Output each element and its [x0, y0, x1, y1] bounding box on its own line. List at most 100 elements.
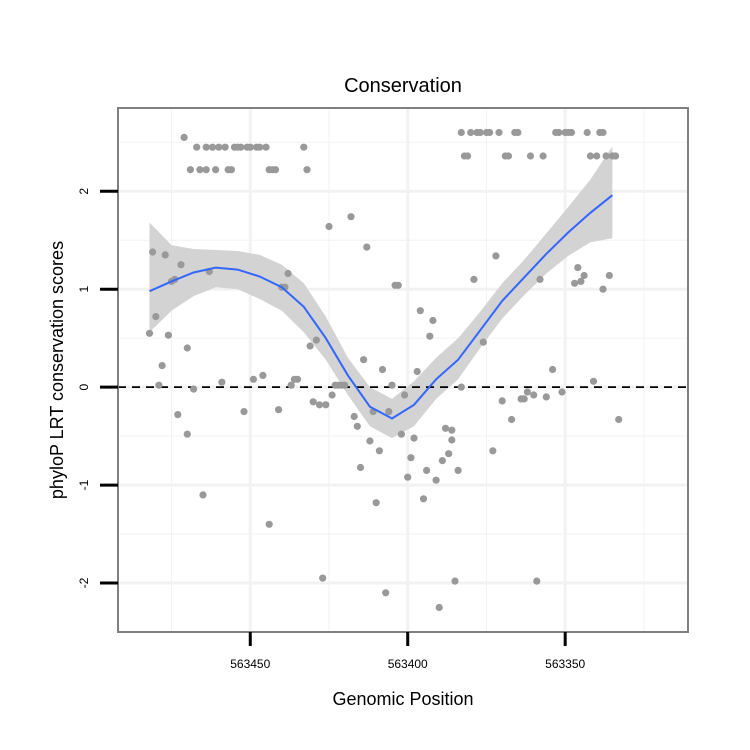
data-point	[356, 463, 365, 472]
data-point	[589, 377, 598, 385]
data-point	[413, 367, 421, 376]
data-point	[599, 128, 607, 137]
data-point	[533, 577, 541, 585]
data-point	[441, 424, 450, 432]
data-point	[174, 411, 182, 419]
data-point	[567, 128, 576, 137]
data-point	[476, 128, 484, 137]
data-point	[410, 434, 418, 442]
data-point	[394, 281, 402, 289]
data-point	[246, 143, 254, 151]
data-point	[574, 264, 582, 272]
data-point	[457, 128, 465, 137]
y-tick-label: 0	[77, 383, 91, 390]
data-point	[438, 457, 446, 465]
data-points	[145, 128, 623, 612]
chart-title: Conservation	[344, 75, 462, 97]
y-tick-label: 1	[77, 286, 91, 293]
x-axis: 563450 563400 563350	[230, 632, 586, 671]
data-point	[221, 143, 229, 151]
data-point	[202, 166, 210, 174]
data-point	[419, 495, 428, 503]
data-point	[193, 143, 201, 151]
data-point	[177, 261, 185, 269]
data-point	[155, 381, 163, 389]
data-point	[542, 393, 550, 401]
data-point	[382, 589, 390, 597]
data-point	[580, 271, 588, 280]
data-point	[508, 415, 516, 424]
data-point	[212, 166, 220, 174]
data-point	[586, 152, 595, 160]
data-point	[271, 166, 280, 174]
data-point	[353, 422, 361, 430]
data-point	[256, 143, 264, 151]
data-point	[407, 454, 415, 462]
x-tick-label: 563350	[545, 657, 585, 671]
data-point	[315, 401, 324, 409]
data-point	[492, 252, 500, 260]
data-point	[530, 391, 538, 399]
data-point	[227, 166, 235, 174]
data-point	[265, 520, 273, 528]
data-point	[423, 466, 431, 474]
data-point	[429, 316, 437, 325]
data-point	[577, 277, 585, 285]
y-axis-title: phyloP LRT conservation scores	[47, 241, 67, 499]
data-point	[180, 133, 188, 141]
data-point	[158, 362, 166, 370]
data-point	[536, 275, 544, 283]
data-point	[325, 222, 333, 231]
data-point	[448, 436, 456, 444]
data-point	[293, 375, 302, 383]
data-point	[397, 430, 405, 438]
data-point	[451, 577, 459, 585]
data-point	[605, 271, 613, 280]
data-point	[457, 383, 465, 391]
data-point	[385, 408, 393, 416]
data-point	[237, 143, 245, 151]
data-point	[467, 128, 475, 137]
data-point	[504, 152, 513, 160]
data-point	[426, 332, 434, 340]
x-tick-label: 563400	[388, 657, 428, 671]
data-point	[432, 476, 440, 484]
smooth-trend-line	[149, 194, 614, 420]
data-point	[464, 152, 472, 160]
data-point	[612, 152, 620, 160]
data-point	[375, 447, 383, 455]
data-point	[341, 381, 349, 389]
y-tick-label: -1	[77, 479, 91, 490]
confidence-ribbon	[149, 146, 613, 439]
data-point	[215, 143, 223, 151]
data-point	[287, 381, 295, 389]
data-point	[549, 365, 557, 374]
data-point	[498, 397, 506, 405]
data-point	[312, 336, 320, 344]
data-point	[240, 408, 248, 416]
data-point	[284, 269, 292, 278]
data-point	[404, 473, 412, 481]
data-point	[486, 128, 494, 137]
grid	[118, 108, 688, 632]
data-point	[202, 143, 210, 151]
data-point	[262, 143, 270, 151]
data-point	[161, 251, 169, 259]
data-point	[495, 128, 503, 137]
data-point	[322, 401, 330, 409]
data-point	[514, 128, 522, 137]
data-point	[186, 166, 194, 174]
data-point	[183, 430, 191, 438]
data-point	[523, 388, 532, 396]
data-point	[309, 398, 317, 406]
data-point	[599, 285, 607, 293]
data-point	[190, 385, 198, 393]
data-point	[571, 279, 579, 287]
y-tick-label: 2	[77, 188, 91, 195]
data-point	[347, 213, 355, 221]
x-tick-label: 563450	[230, 657, 270, 671]
data-point	[149, 248, 157, 256]
data-point	[208, 143, 217, 151]
x-axis-title: Genomic Position	[332, 689, 473, 709]
data-point	[196, 166, 204, 174]
